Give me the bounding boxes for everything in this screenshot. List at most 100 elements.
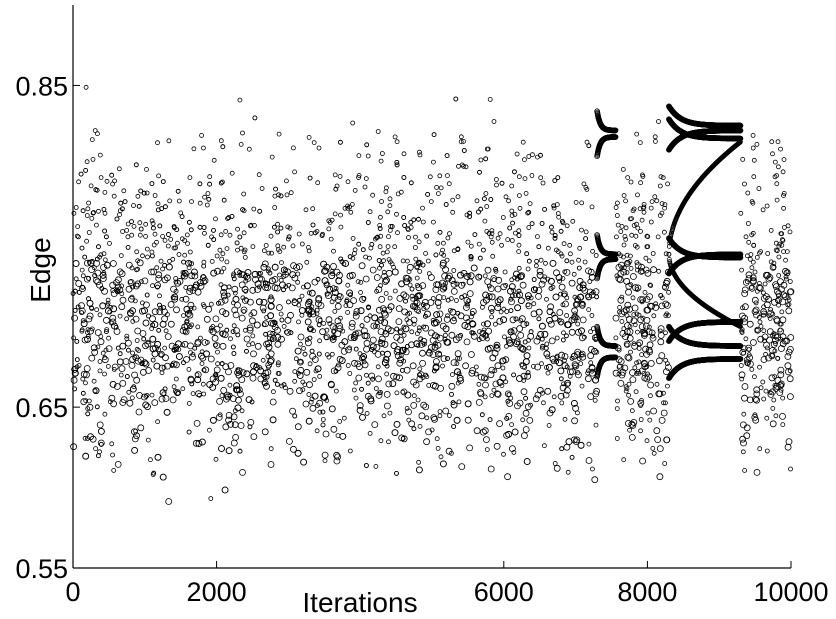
data-point: [393, 333, 401, 341]
data-point: [86, 403, 94, 411]
data-point: [289, 445, 297, 453]
data-point: [395, 318, 403, 326]
data-point: [489, 228, 495, 234]
data-point: [94, 278, 102, 286]
data-point: [179, 236, 185, 242]
data-point: [394, 390, 400, 396]
data-point: [261, 379, 269, 387]
data-point: [134, 267, 139, 273]
data-point: [78, 307, 86, 315]
data-point: [440, 355, 448, 363]
data-point: [522, 409, 530, 417]
data-point: [219, 393, 225, 399]
data-point: [416, 239, 422, 245]
data-point: [118, 372, 124, 378]
data-point: [170, 285, 178, 293]
data-point: [96, 281, 103, 289]
data-point: [185, 241, 191, 247]
data-point: [88, 354, 96, 362]
data-point: [158, 258, 164, 264]
data-point: [201, 303, 207, 309]
data-point: [524, 403, 532, 411]
data-point: [149, 218, 155, 224]
data-point: [561, 241, 567, 247]
data-point: [381, 258, 387, 264]
data-point: [368, 372, 376, 380]
data-point: [356, 172, 362, 178]
data-point: [176, 198, 182, 204]
data-point: [134, 346, 140, 352]
data-point: [410, 296, 416, 302]
data-point: [352, 187, 358, 193]
data-point: [220, 386, 228, 394]
data-point: [95, 131, 100, 137]
data-point: [97, 152, 103, 158]
data-point: [309, 404, 317, 412]
data-point: [589, 204, 595, 210]
data-point: [394, 211, 399, 217]
data-point: [135, 193, 141, 199]
data-point: [124, 316, 129, 322]
data-point: [473, 364, 479, 370]
data-point: [470, 332, 478, 340]
data-point: [217, 323, 223, 329]
data-point: [114, 460, 122, 468]
data-point: [512, 211, 518, 217]
data-point: [293, 356, 299, 362]
data-point: [292, 378, 298, 384]
data-point: [97, 368, 103, 374]
data-point: [435, 240, 441, 246]
data-point: [575, 321, 581, 327]
data-point: [128, 279, 133, 285]
data-point: [208, 328, 214, 334]
data-point: [140, 393, 148, 401]
data-point: [219, 256, 225, 262]
data-point: [534, 363, 541, 371]
data-point: [379, 199, 384, 204]
data-point: [317, 373, 323, 379]
data-point: [557, 392, 565, 400]
data-point: [571, 361, 579, 369]
data-point: [285, 236, 291, 242]
data-point: [186, 311, 194, 319]
data-point: [520, 139, 526, 145]
data-point: [230, 273, 236, 279]
data-point: [479, 304, 485, 310]
data-point: [531, 363, 536, 369]
data-point: [327, 380, 335, 388]
data-point: [134, 338, 140, 343]
data-point: [345, 282, 351, 288]
data-point: [544, 387, 552, 395]
data-point: [367, 209, 373, 215]
data-point: [358, 262, 366, 270]
data-point: [319, 328, 327, 336]
data-point: [348, 323, 356, 331]
data-point: [101, 287, 108, 295]
data-point: [421, 324, 427, 330]
data-point: [337, 418, 343, 424]
data-point: [173, 245, 179, 251]
data-point: [98, 252, 104, 258]
data-point: [137, 232, 143, 238]
data-point: [520, 388, 528, 396]
data-point: [447, 231, 452, 237]
data-point: [484, 266, 492, 274]
data-point: [447, 307, 453, 313]
data-point: [516, 228, 522, 234]
data-point: [118, 365, 126, 373]
data-point: [207, 355, 215, 363]
data-point: [381, 340, 389, 348]
data-point: [104, 178, 110, 184]
data-point: [579, 200, 585, 206]
data-point: [518, 318, 524, 324]
data-point: [496, 420, 504, 428]
data-point: [362, 184, 368, 190]
data-point: [82, 435, 88, 441]
data-point: [70, 376, 78, 384]
data-point: [145, 437, 151, 443]
data-point: [438, 185, 444, 191]
data-point: [155, 201, 161, 207]
data-point: [330, 285, 337, 293]
data-point: [231, 323, 237, 329]
data-point: [137, 220, 143, 226]
